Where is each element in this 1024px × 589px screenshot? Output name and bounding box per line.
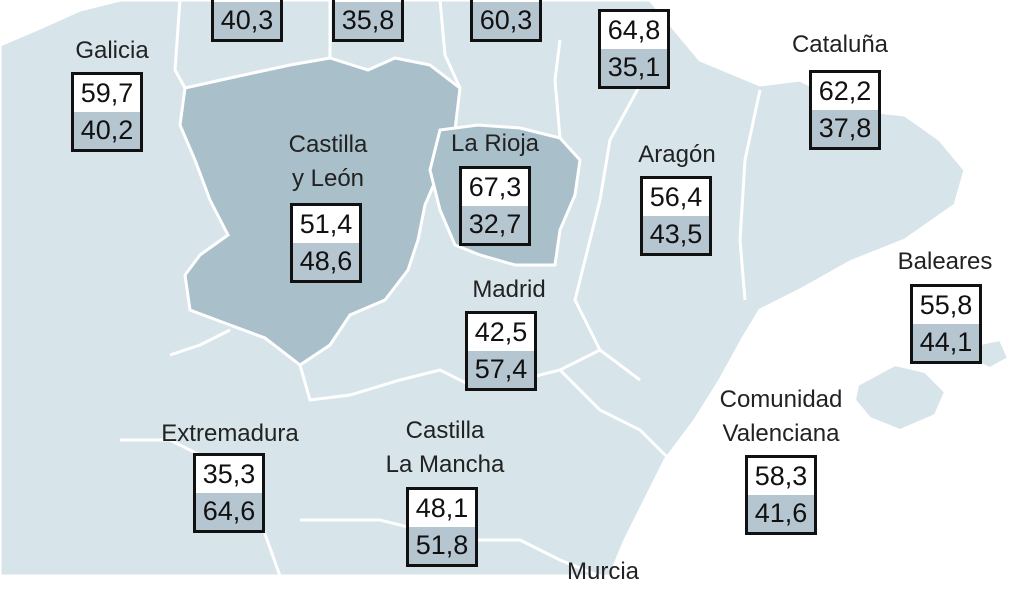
- upper-value: [473, 0, 539, 2]
- label-castilla-la-mancha: Castilla La Mancha: [365, 414, 525, 482]
- lower-value: 41,6: [748, 495, 814, 532]
- upper-value: 42,5: [468, 314, 534, 351]
- value-box-galicia: 59,7 40,2: [71, 72, 143, 152]
- label-baleares: Baleares: [897, 248, 993, 275]
- lower-value: 51,8: [409, 527, 475, 564]
- upper-value: 48,1: [409, 490, 475, 527]
- baleares-shape: [853, 363, 947, 432]
- label-la-rioja: La Rioja: [450, 130, 540, 157]
- label-castilla-leon-line1: Castilla: [288, 131, 368, 158]
- lower-value: 57,4: [468, 351, 534, 388]
- lower-value: 40,3: [214, 2, 280, 39]
- value-box-aragon: 56,4 43,5: [640, 176, 712, 256]
- value-box-asturias: 40,3: [211, 0, 283, 42]
- label-aragon: Aragón: [638, 141, 716, 168]
- lower-value: 35,1: [601, 49, 667, 86]
- value-box-baleares: 55,8 44,1: [910, 284, 982, 364]
- upper-value: 55,8: [913, 287, 979, 324]
- lower-value: 60,3: [473, 2, 539, 39]
- label-comunidad-valenciana: Comunidad Valenciana: [706, 383, 856, 451]
- value-box-pais-vasco: 60,3: [470, 0, 542, 42]
- upper-value: 51,4: [293, 206, 359, 243]
- label-comunidad-valenciana-line1: Comunidad: [719, 386, 843, 413]
- label-murcia: Murcia: [566, 558, 639, 585]
- value-box-castilla-la-mancha: 48,1 51,8: [406, 487, 478, 567]
- lower-value: 48,6: [293, 243, 359, 280]
- label-castilla-leon-line2: y León: [291, 165, 365, 192]
- label-castilla-la-mancha-line2: La Mancha: [385, 451, 505, 478]
- lower-value: 37,8: [812, 110, 878, 147]
- value-box-madrid: 42,5 57,4: [465, 311, 537, 391]
- upper-value: 35,3: [196, 456, 262, 493]
- upper-value: [335, 0, 401, 2]
- value-box-cataluna: 62,2 37,8: [809, 70, 881, 150]
- lower-value: 32,7: [462, 206, 528, 243]
- value-box-cantabria: 35,8: [332, 0, 404, 42]
- label-galicia: Galicia: [75, 37, 149, 64]
- lower-value: 44,1: [913, 324, 979, 361]
- region-borders: [120, 0, 762, 576]
- upper-value: 62,2: [812, 73, 878, 110]
- upper-value: 58,3: [748, 458, 814, 495]
- lower-value: 35,8: [335, 2, 401, 39]
- value-box-la-rioja: 67,3 32,7: [459, 166, 531, 246]
- value-box-navarra: 64,8 35,1: [598, 9, 670, 89]
- label-extremadura: Extremadura: [161, 420, 299, 447]
- lower-value: 40,2: [74, 112, 140, 149]
- lower-value: 43,5: [643, 216, 709, 253]
- upper-value: 59,7: [74, 75, 140, 112]
- label-madrid: Madrid: [472, 276, 546, 303]
- label-comunidad-valenciana-line2: Valenciana: [722, 420, 840, 447]
- upper-value: 64,8: [601, 12, 667, 49]
- value-box-castilla-leon: 51,4 48,6: [290, 203, 362, 283]
- upper-value: 56,4: [643, 179, 709, 216]
- lower-value: 64,6: [196, 493, 262, 530]
- upper-value: [214, 0, 280, 2]
- label-castilla-la-mancha-line1: Castilla: [405, 417, 485, 444]
- upper-value: 67,3: [462, 169, 528, 206]
- label-castilla-leon: Castilla y León: [268, 128, 388, 196]
- value-box-comunidad-valenciana: 58,3 41,6: [745, 455, 817, 535]
- value-box-extremadura: 35,3 64,6: [193, 453, 265, 533]
- label-cataluna: Cataluña: [791, 31, 889, 58]
